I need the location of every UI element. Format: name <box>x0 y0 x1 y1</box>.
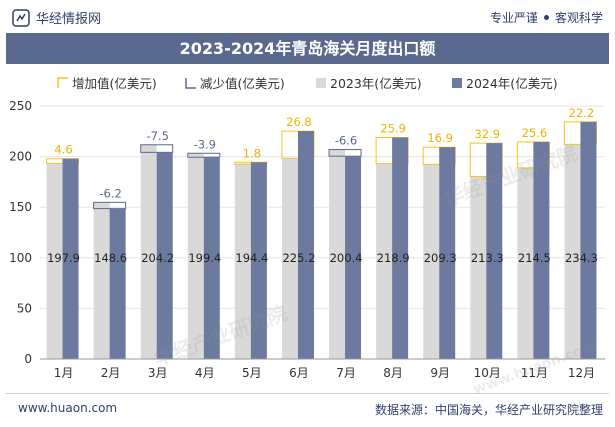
brand[interactable]: 华经情报网 <box>12 8 101 27</box>
change-label: 25.6 <box>522 126 548 140</box>
x-tick-label: 8月 <box>383 366 403 380</box>
bar-2024 <box>62 158 79 359</box>
x-tick-label: 7月 <box>336 366 356 380</box>
y-tick-label: 150 <box>9 200 32 214</box>
slogan-right: 客观科学 <box>554 11 603 25</box>
value-label: 204.2 <box>141 251 174 265</box>
legend: 增加值(亿美元) 减少值(亿美元) 2023年(亿美元) 2024年(亿美元) <box>57 76 558 91</box>
top-bar: 华经情报网 专业严谨 客观科学 <box>0 0 615 33</box>
bar-2023 <box>46 163 63 359</box>
y-tick-label: 0 <box>24 352 32 366</box>
change-label: 16.9 <box>427 131 453 145</box>
y-tick-label: 200 <box>9 150 32 164</box>
footer-source: 数据来源：中国海关，华经产业研究院整理 <box>374 403 603 417</box>
value-label: 225.2 <box>282 251 315 265</box>
bar-2023 <box>470 176 487 359</box>
legend-label: 减少值(亿美元) <box>200 76 285 91</box>
value-label: 213.3 <box>471 251 504 265</box>
x-tick-label: 1月 <box>54 366 74 380</box>
axis: 0 50 100 150 200 250 1月 2月 3月 4月 5月 6月 7月 8月 9月 10月 11月 1… <box>9 99 605 380</box>
x-tick-label: 5月 <box>242 366 262 380</box>
change-label: 22.2 <box>569 106 595 120</box>
x-tick-label: 12月 <box>568 366 595 380</box>
legend-increase-swatch <box>57 77 68 88</box>
logo-icon <box>12 8 30 27</box>
site-name: 华经情报网 <box>36 12 102 27</box>
footer-url[interactable]: www.huaon.com <box>18 401 118 415</box>
legend-decrease-swatch <box>185 78 196 89</box>
value-label: 214.5 <box>518 251 551 265</box>
bar-2023 <box>517 167 534 359</box>
bar-2024 <box>580 121 597 359</box>
bar-2024 <box>486 143 503 359</box>
bar-2023 <box>187 153 204 359</box>
x-tick-label: 4月 <box>195 366 215 380</box>
bar-2023 <box>376 163 393 359</box>
x-tick-label: 10月 <box>474 366 501 380</box>
value-label: 234.3 <box>565 251 598 265</box>
bar-2024 <box>392 137 409 359</box>
bar-2023 <box>140 144 157 359</box>
x-tick-label: 2月 <box>101 366 121 380</box>
value-label: 194.4 <box>235 251 268 265</box>
bar-2024 <box>345 156 362 359</box>
legend-label: 2024年(亿美元) <box>466 76 558 91</box>
value-label: 197.9 <box>47 251 80 265</box>
y-tick-label: 50 <box>17 301 32 315</box>
change-label: 26.8 <box>286 115 312 129</box>
value-label: 218.9 <box>377 251 410 265</box>
x-tick-label: 6月 <box>289 366 309 380</box>
change-label: 1.8 <box>243 146 261 160</box>
bar-2023 <box>234 164 251 359</box>
bar-2024 <box>297 131 314 359</box>
value-label: 200.4 <box>330 251 363 265</box>
bar-2024 <box>203 157 220 359</box>
bar-2024 <box>156 152 173 359</box>
change-label: 25.9 <box>380 121 406 135</box>
value-label: 199.4 <box>188 251 221 265</box>
change-label: 32.9 <box>474 127 500 141</box>
slogan-left: 专业严谨 <box>489 11 538 25</box>
bar-2023 <box>423 164 440 359</box>
y-tick-label: 250 <box>9 99 32 113</box>
change-label: -6.2 <box>99 186 121 200</box>
bar-2023 <box>329 149 346 359</box>
value-label: 209.3 <box>424 251 457 265</box>
footer-divider <box>6 393 609 394</box>
bar-2024 <box>109 208 126 359</box>
legend-swatch <box>452 78 462 88</box>
change-label: -6.6 <box>335 134 357 148</box>
change-label: -7.5 <box>146 129 168 143</box>
chart: 增加值(亿美元) 减少值(亿美元) 2023年(亿美元) 2024年(亿美元) 4.6… <box>9 76 605 380</box>
bars: 4.6 197.9 -6.2 148.6 -7.5 204.2 -3.9 199.4 1.8 19… <box>46 106 598 359</box>
x-tick-label: 3月 <box>148 366 168 380</box>
bar-2023 <box>93 202 110 359</box>
bar-2024 <box>250 162 267 359</box>
value-label: 148.6 <box>94 251 127 265</box>
chart-title: 2023-2024年青岛海关月度出口额 <box>6 33 609 64</box>
legend-swatch <box>316 78 326 88</box>
dot-separator <box>543 15 549 20</box>
change-label: 4.6 <box>54 143 72 157</box>
decrease-box <box>140 144 174 153</box>
x-tick-label: 9月 <box>430 366 450 380</box>
bar-2024 <box>533 141 550 359</box>
change-label: -3.9 <box>194 137 216 151</box>
bar-2023 <box>564 144 581 359</box>
bar-2023 <box>281 158 298 359</box>
y-tick-label: 100 <box>9 251 32 265</box>
slogan: 专业严谨 客观科学 <box>490 9 603 26</box>
bar-2024 <box>439 147 456 359</box>
legend-label: 增加值(亿美元) <box>72 76 157 91</box>
x-tick-label: 11月 <box>521 366 548 380</box>
legend-label: 2023年(亿美元) <box>330 76 422 91</box>
